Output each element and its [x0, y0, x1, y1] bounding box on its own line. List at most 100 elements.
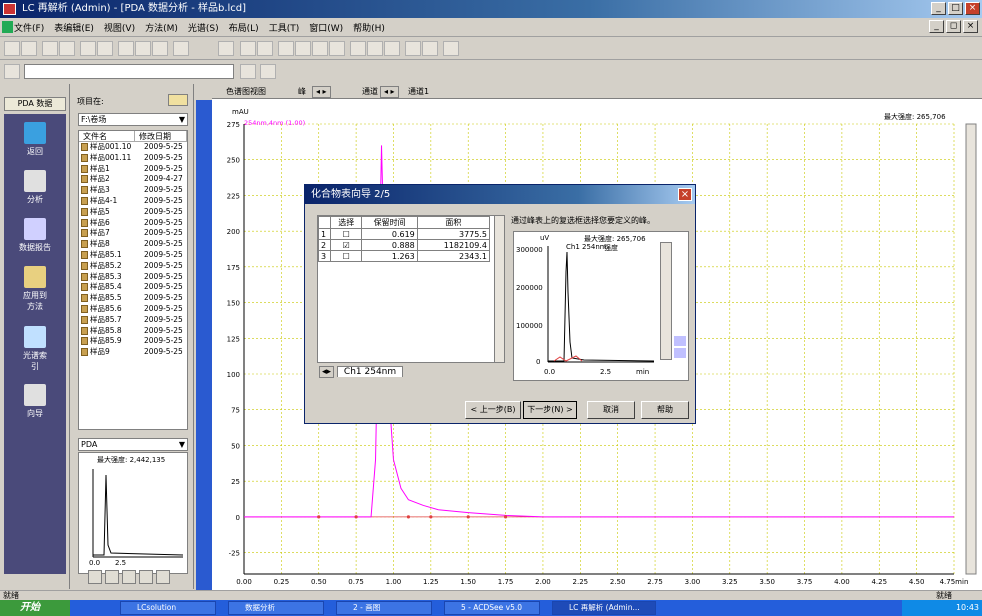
file-row[interactable]: 样品001.10 2009-5-25: [79, 142, 187, 153]
zoom-in-icon[interactable]: [674, 336, 686, 346]
layout-b-icon[interactable]: [135, 41, 151, 56]
maximize-button[interactable]: □: [948, 2, 963, 15]
tool-h-icon[interactable]: [443, 41, 459, 56]
menu-tools[interactable]: 工具(T): [268, 23, 300, 34]
file-name-field[interactable]: [24, 64, 234, 79]
menu-method[interactable]: 方法(M): [145, 23, 178, 34]
tool-a-icon[interactable]: [80, 41, 96, 56]
nav-wizard[interactable]: 向导: [4, 384, 66, 419]
next-button[interactable]: 下一步(N) >: [523, 401, 577, 419]
task-lc-reanalysis[interactable]: LC 再解析 (Admin...: [552, 601, 656, 615]
menu-help[interactable]: 帮助(H): [353, 23, 385, 34]
peak-table[interactable]: 选择 保留时间 面积 1 ☐ 0.619 3775.5 2 ☑ 0.888 1182109.4…: [317, 215, 505, 363]
view-b-icon[interactable]: [105, 570, 119, 584]
peak-nav-buttons[interactable]: ◂ ▸: [312, 86, 331, 98]
tool-c-icon[interactable]: [257, 41, 273, 56]
file-row[interactable]: 样品85.4 2009-5-25: [79, 282, 187, 293]
open-icon[interactable]: [4, 41, 20, 56]
col-modified[interactable]: 修改日期: [135, 131, 187, 141]
task-lcsolution[interactable]: LCsolution: [120, 601, 216, 615]
tab-scroll-buttons[interactable]: ◂▸: [319, 366, 335, 378]
dialog-close-button[interactable]: ×: [678, 188, 692, 201]
file-row[interactable]: 样品85.3 2009-5-25: [79, 272, 187, 283]
chart-icon[interactable]: [422, 41, 438, 56]
file-row[interactable]: 样品85.7 2009-5-25: [79, 315, 187, 326]
col-select[interactable]: 选择: [329, 216, 363, 229]
tool-g-icon[interactable]: [329, 41, 345, 56]
person-icon[interactable]: [384, 41, 400, 56]
tool-d-icon[interactable]: [278, 41, 294, 56]
open-folder-icon[interactable]: [240, 64, 256, 79]
print-icon[interactable]: [42, 41, 58, 56]
task-data-analysis[interactable]: 数据分析: [228, 601, 324, 615]
peak-row[interactable]: 2 ☑ 0.888 1182109.4: [318, 239, 491, 251]
folder-icon[interactable]: [168, 94, 188, 106]
file-row[interactable]: 样品4-1 2009-5-25: [79, 196, 187, 207]
task-paint[interactable]: 2 - 画图: [336, 601, 432, 615]
undo-icon[interactable]: [218, 41, 234, 56]
menu-edit[interactable]: 表编辑(E): [54, 23, 94, 34]
menu-view[interactable]: 视图(V): [103, 23, 136, 34]
file-row[interactable]: 样品6 2009-5-25: [79, 218, 187, 229]
file-row[interactable]: 样品7 2009-5-25: [79, 228, 187, 239]
help-icon[interactable]: [173, 41, 189, 56]
zoom-icon[interactable]: [240, 41, 256, 56]
file-row[interactable]: 样品9 2009-5-25: [79, 347, 187, 358]
splitter-bar[interactable]: [196, 100, 212, 590]
col-retention-time[interactable]: 保留时间: [361, 216, 418, 229]
tool-b-icon[interactable]: [97, 41, 113, 56]
tool-e-icon[interactable]: [295, 41, 311, 56]
view-a-icon[interactable]: [88, 570, 102, 584]
nav-back[interactable]: 返回: [4, 122, 66, 157]
col-area[interactable]: 面积: [416, 216, 491, 229]
file-row[interactable]: 样品85.9 2009-5-25: [79, 336, 187, 347]
close-button[interactable]: ×: [965, 2, 980, 15]
channel-nav-buttons[interactable]: ◂ ▸: [380, 86, 399, 98]
nav-spectrum-index[interactable]: 光谱索引: [4, 326, 66, 372]
help-button[interactable]: 帮助: [641, 401, 689, 419]
file-row[interactable]: 样品001.11 2009-5-25: [79, 153, 187, 164]
file-row[interactable]: 样品85.8 2009-5-25: [79, 326, 187, 337]
menu-file[interactable]: 文件(F): [14, 23, 45, 34]
pda-select[interactable]: PDA ▼: [78, 438, 188, 451]
file-row[interactable]: 样品8 2009-5-25: [79, 239, 187, 250]
back-button[interactable]: < 上一步(B): [465, 401, 521, 419]
select-checkbox[interactable]: ☐: [329, 250, 363, 262]
start-button[interactable]: 开始: [0, 600, 70, 616]
peak-table-scrollbar[interactable]: [494, 216, 504, 362]
select-checkbox[interactable]: ☑: [329, 239, 363, 251]
cancel-button[interactable]: 取消: [587, 401, 635, 419]
minimize-button[interactable]: _: [931, 2, 946, 15]
layout-a-icon[interactable]: [118, 41, 134, 56]
folder-select[interactable]: F:\卷场 ▼: [78, 113, 188, 126]
file-list[interactable]: 文件名 修改日期 样品001.10 2009-5-25 样品001.11 2009-5…: [78, 130, 188, 430]
file-row[interactable]: 样品85.5 2009-5-25: [79, 293, 187, 304]
zoom-out-icon[interactable]: [674, 348, 686, 358]
nav-analysis[interactable]: 分析: [4, 170, 66, 205]
nav-apply-method[interactable]: 应用到方法: [4, 266, 66, 312]
menu-spectrum[interactable]: 光谱(S): [187, 23, 219, 34]
file-row[interactable]: 样品85.1 2009-5-25: [79, 250, 187, 261]
file-row[interactable]: 样品5 2009-5-25: [79, 207, 187, 218]
view-e-icon[interactable]: [156, 570, 170, 584]
bars-icon[interactable]: [405, 41, 421, 56]
tab-ch1[interactable]: Ch1 254nm: [336, 366, 404, 377]
view-d-icon[interactable]: [139, 570, 153, 584]
peak-row[interactable]: 1 ☐ 0.619 3775.5: [318, 228, 491, 240]
tool-f-icon[interactable]: [312, 41, 328, 56]
chart-scrollbar[interactable]: [965, 123, 977, 575]
select-checkbox[interactable]: ☐: [329, 228, 363, 240]
file-row[interactable]: 样品1 2009-5-25: [79, 164, 187, 175]
menu-window[interactable]: 窗口(W): [309, 23, 344, 34]
spectrum-color-icon[interactable]: [350, 41, 366, 56]
peak-icon[interactable]: [367, 41, 383, 56]
save-folder-icon[interactable]: [260, 64, 276, 79]
menu-layout[interactable]: 布局(L): [228, 23, 259, 34]
peak-row[interactable]: 3 ☐ 1.263 2343.1: [318, 250, 491, 262]
task-acdsee[interactable]: 5 - ACDSee v5.0: [444, 601, 540, 615]
layout-c-icon[interactable]: [152, 41, 168, 56]
file-row[interactable]: 样品85.2 2009-5-25: [79, 261, 187, 272]
dlg-chart-scrollbar[interactable]: [660, 242, 672, 360]
view-c-icon[interactable]: [122, 570, 136, 584]
file-row[interactable]: 样品3 2009-5-25: [79, 185, 187, 196]
